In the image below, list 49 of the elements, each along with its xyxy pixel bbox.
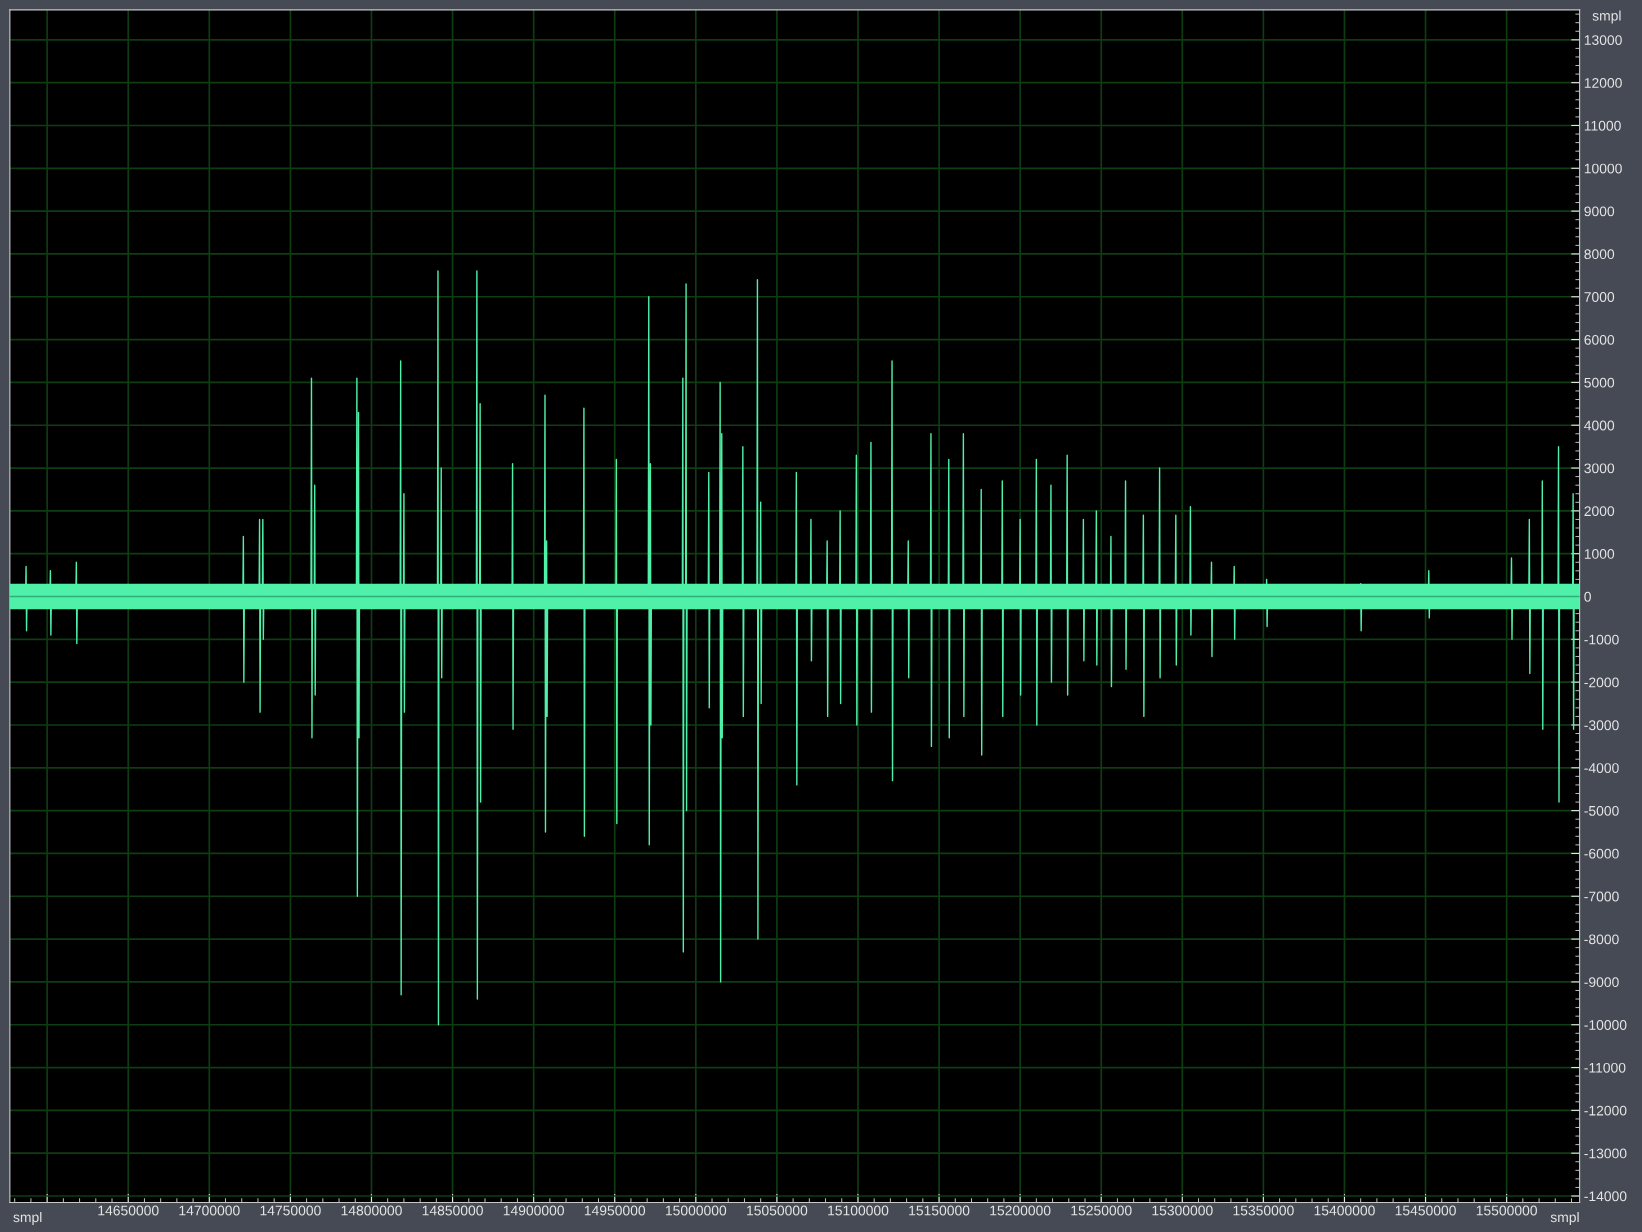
- y-tick-label: 10000: [1584, 163, 1622, 174]
- y-tick-label: -3000: [1584, 720, 1619, 731]
- y-tick-label: 0: [1584, 591, 1591, 602]
- y-tick-label: -7000: [1584, 891, 1619, 902]
- y-tick-label: -12000: [1584, 1105, 1627, 1116]
- y-tick-label: 5000: [1584, 377, 1615, 388]
- y-tick-label: 2000: [1584, 506, 1615, 517]
- x-tick-label: 15300000: [1152, 1205, 1213, 1216]
- x-tick-label: 14650000: [98, 1205, 159, 1216]
- y-axis-title: smpl: [1592, 10, 1621, 24]
- y-tick-label: 13000: [1584, 35, 1622, 45]
- x-tick-label: 15050000: [747, 1205, 808, 1216]
- y-tick-label: -2000: [1584, 677, 1619, 688]
- y-tick-label: -11000: [1584, 1062, 1626, 1073]
- x-tick-label: 15500000: [1476, 1205, 1537, 1216]
- x-tick-label: 14900000: [503, 1205, 564, 1216]
- text: smpl: [13, 1211, 42, 1225]
- y-tick-label: 4000: [1584, 420, 1615, 431]
- y-tick-label: 8000: [1584, 249, 1615, 260]
- x-tick-label: 15150000: [909, 1205, 970, 1216]
- y-tick-label: 9000: [1584, 206, 1615, 217]
- x-axis-title: smpl: [1550, 1211, 1579, 1225]
- x-tick-label: 15350000: [1233, 1205, 1294, 1216]
- y-tick-label: -5000: [1584, 805, 1619, 816]
- x-tick-label: 15250000: [1071, 1205, 1132, 1216]
- x-tick-label: 14950000: [584, 1205, 646, 1216]
- x-tick-label: 15450000: [1395, 1205, 1456, 1216]
- y-tick-label: -1000: [1584, 634, 1619, 645]
- x-tick-label: 15000000: [665, 1205, 727, 1216]
- y-tick-label: 1000: [1584, 549, 1615, 559]
- x-tick-label: 15200000: [990, 1205, 1051, 1216]
- y-tick-label: 12000: [1584, 77, 1622, 88]
- y-tick-label: 6000: [1584, 334, 1615, 345]
- x-tick-label: 14700000: [179, 1205, 240, 1216]
- x-tick-label: 15100000: [828, 1205, 889, 1216]
- y-tick-label: -4000: [1584, 763, 1619, 773]
- x-tick-label: 14750000: [260, 1205, 321, 1216]
- y-tick-label: -8000: [1584, 934, 1619, 945]
- x-tick-label: 15400000: [1314, 1205, 1375, 1216]
- x-tick-label: 14800000: [341, 1205, 402, 1216]
- y-tick-label: -9000: [1584, 977, 1619, 988]
- y-tick-label: -6000: [1584, 848, 1619, 859]
- x-tick-label: 14850000: [422, 1205, 483, 1216]
- y-tick-label: -10000: [1584, 1020, 1627, 1030]
- y-tick-label: 11000: [1584, 120, 1621, 131]
- y-tick-label: 7000: [1584, 292, 1615, 302]
- y-tick-label: -13000: [1584, 1148, 1627, 1159]
- y-tick-label: 3000: [1584, 463, 1615, 474]
- y-tick-label: -14000: [1584, 1191, 1627, 1202]
